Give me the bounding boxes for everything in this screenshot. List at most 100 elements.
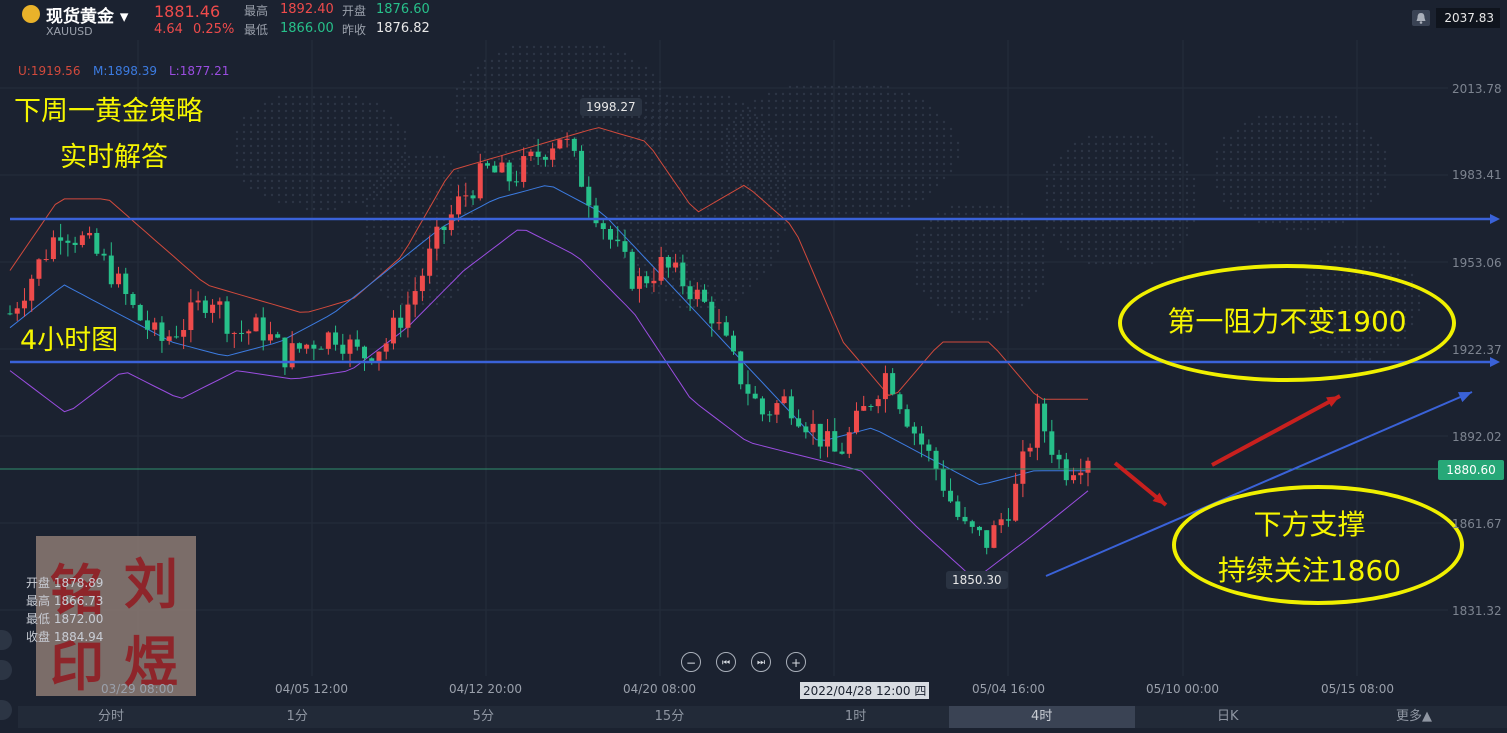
map-dot — [560, 157, 564, 161]
map-dot — [664, 284, 668, 288]
instrument-name[interactable]: 现货黄金 ▾ — [46, 7, 129, 27]
map-dot — [1229, 178, 1233, 182]
map-dot — [671, 298, 675, 302]
map-dot — [340, 109, 344, 113]
map-dot — [851, 162, 855, 166]
map-dot — [943, 282, 947, 286]
ohlc-open: 开盘 1878.89 — [26, 576, 104, 590]
tab-daily[interactable]: 日K — [1217, 709, 1239, 724]
map-dot — [1027, 261, 1031, 265]
tab-4hour[interactable]: 4时 — [948, 706, 1135, 728]
map-dot — [1229, 157, 1233, 161]
map-dot — [1108, 247, 1112, 251]
map-dot — [795, 197, 799, 201]
map-dot — [1080, 240, 1084, 244]
map-dot — [291, 158, 295, 162]
map-dot — [1383, 178, 1387, 182]
side-tool-button[interactable] — [0, 700, 12, 720]
map-dot — [249, 172, 253, 176]
map-dot — [319, 179, 323, 183]
map-dot — [375, 158, 379, 162]
map-dot — [476, 80, 480, 84]
map-dot — [776, 214, 780, 218]
open-label: 开盘 — [342, 4, 367, 18]
map-dot — [504, 164, 508, 168]
map-dot — [368, 130, 372, 134]
map-dot — [1129, 226, 1133, 230]
map-dot — [379, 260, 383, 264]
map-dot — [921, 162, 925, 166]
candle-body — [1078, 472, 1084, 476]
map-dot — [935, 113, 939, 117]
scroll-start-button[interactable]: ⏮ — [716, 652, 736, 672]
map-dot — [616, 122, 620, 126]
map-dot — [837, 190, 841, 194]
map-dot — [442, 246, 446, 250]
map-dot — [651, 101, 655, 105]
map-dot — [1264, 192, 1268, 196]
map-dot — [769, 249, 773, 253]
side-tool-button[interactable] — [0, 660, 12, 680]
map-dot — [483, 122, 487, 126]
map-dot — [776, 179, 780, 183]
map-dot — [1115, 233, 1119, 237]
map-dot — [748, 158, 752, 162]
tab-5min[interactable]: 5分 — [472, 709, 494, 724]
map-dot — [1108, 156, 1112, 160]
map-dot — [748, 200, 752, 204]
map-dot — [305, 193, 309, 197]
map-dot — [1157, 149, 1161, 153]
candle-body — [1049, 431, 1055, 455]
map-dot — [678, 200, 682, 204]
map-dot — [732, 169, 736, 173]
map-dot — [455, 94, 459, 98]
map-dot — [1027, 226, 1031, 230]
map-dot — [588, 45, 592, 49]
map-dot — [622, 214, 626, 218]
map-dot — [511, 73, 515, 77]
map-dot — [615, 158, 619, 162]
tab-15min[interactable]: 15分 — [654, 709, 685, 724]
map-dot — [985, 275, 989, 279]
map-dot — [685, 214, 689, 218]
map-dot — [497, 80, 501, 84]
map-dot — [1229, 206, 1233, 210]
map-dot — [678, 165, 682, 169]
map-dot — [788, 169, 792, 173]
map-dot — [1178, 212, 1182, 216]
map-dot — [1250, 150, 1254, 154]
map-dot — [1299, 171, 1303, 175]
map-dot — [567, 108, 571, 112]
map-dot — [1041, 247, 1045, 251]
map-dot — [1264, 129, 1268, 133]
map-dot — [865, 92, 869, 96]
map-dot — [354, 144, 358, 148]
map-dot — [999, 303, 1003, 307]
candle-body — [72, 242, 78, 245]
map-dot — [1034, 240, 1038, 244]
map-dot — [713, 242, 717, 246]
map-dot — [844, 92, 848, 96]
map-dot — [781, 127, 785, 131]
tab-fenshi[interactable]: 分时 — [98, 709, 125, 724]
bollinger-bands — [9, 127, 1089, 577]
tab-1min[interactable]: 1分 — [286, 709, 308, 724]
zoom-in-button[interactable]: + — [786, 652, 806, 672]
map-dot — [657, 284, 661, 288]
map-dot — [1341, 157, 1345, 161]
map-dot — [748, 228, 752, 232]
map-dot — [553, 143, 557, 147]
map-dot — [277, 158, 281, 162]
tab-more[interactable]: 更多▲ — [1395, 709, 1432, 724]
zoom-out-button[interactable]: − — [681, 652, 701, 672]
map-dot — [354, 130, 358, 134]
side-tool-button[interactable] — [0, 630, 12, 650]
map-dot — [1369, 150, 1373, 154]
map-dot — [483, 87, 487, 91]
bell-icon[interactable] — [1412, 10, 1430, 26]
scroll-end-button[interactable]: ⏭ — [751, 652, 771, 672]
tab-1hour[interactable]: 1时 — [844, 709, 867, 724]
map-dot — [1129, 247, 1133, 251]
